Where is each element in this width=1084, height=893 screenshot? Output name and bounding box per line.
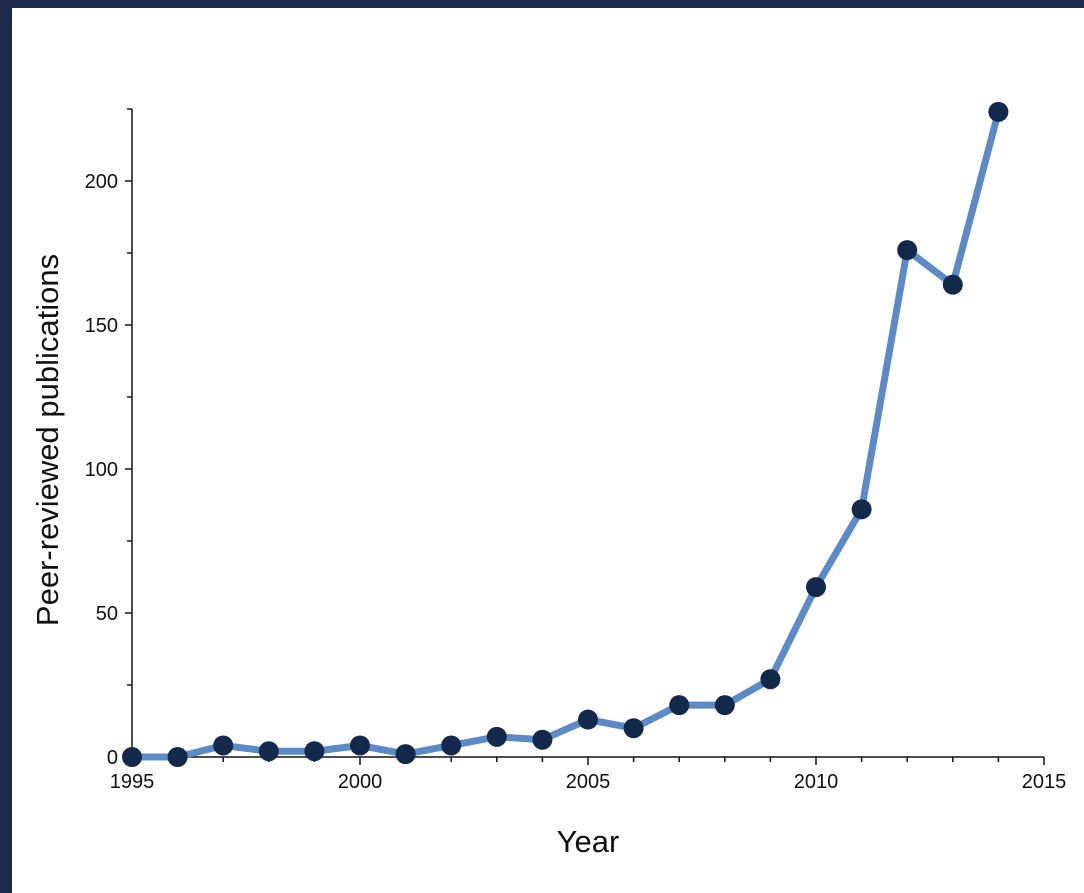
chart-frame: 0 50 100 150 200 1995 2000 2005 2010 2015 Year Pe…: [12, 8, 1084, 893]
data-point: [714, 695, 735, 716]
data-point: [258, 741, 279, 762]
data-point: [213, 735, 234, 756]
x-tick-label: 2005: [566, 771, 611, 793]
x-tick-label: 2000: [338, 771, 383, 793]
line-chart: 0 50 100 150 200 1995 2000 2005 2010 2015 Year Pe…: [30, 101, 1067, 859]
data-series: [122, 101, 1009, 767]
series-line: [128, 108, 1002, 761]
data-point: [623, 718, 644, 739]
y-tick-label: 200: [85, 171, 118, 193]
y-tick-label: 150: [85, 315, 118, 337]
y-tick-label: 50: [96, 603, 118, 625]
data-point: [350, 735, 370, 756]
data-point: [669, 695, 690, 716]
data-point: [122, 747, 142, 767]
y-axis-title: Peer-reviewed publications: [30, 254, 65, 626]
data-point: [486, 726, 507, 747]
data-point: [532, 729, 553, 750]
data-point: [851, 499, 872, 520]
axes: [125, 108, 1045, 765]
x-tick-label: 1995: [110, 771, 155, 793]
data-point: [395, 744, 416, 765]
data-point: [760, 669, 781, 690]
data-point: [806, 577, 826, 598]
x-axis-title: Year: [557, 824, 620, 859]
data-point: [167, 747, 188, 767]
data-point: [897, 240, 918, 261]
x-tick-label: 2010: [794, 771, 839, 793]
y-tick-label: 100: [85, 459, 118, 481]
x-tick-label: 2015: [1022, 771, 1067, 793]
y-tick-label: 0: [107, 747, 118, 769]
data-point: [988, 101, 1009, 122]
data-point: [304, 741, 325, 762]
data-point: [942, 274, 963, 295]
tick-labels: 0 50 100 150 200 1995 2000 2005 2010 2015: [85, 171, 1067, 793]
data-point: [578, 709, 598, 730]
data-point: [441, 735, 462, 756]
